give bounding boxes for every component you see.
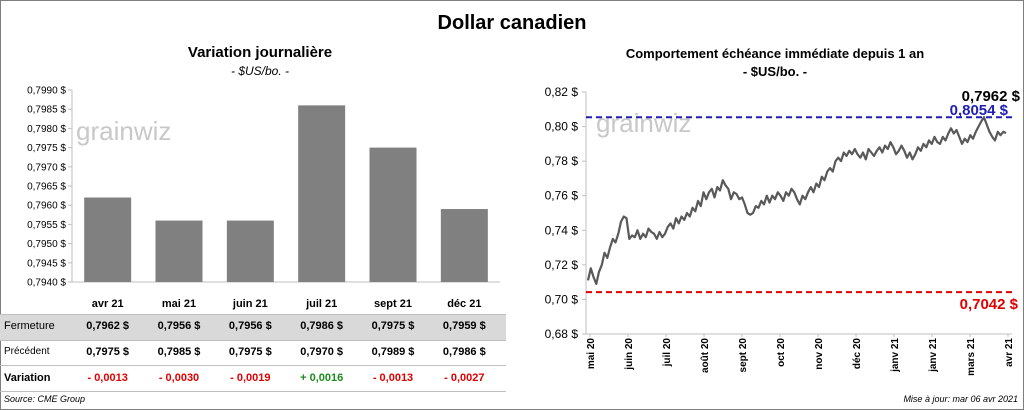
previous-value: 0,7975 $ bbox=[86, 346, 130, 358]
close-value: 0,7956 $ bbox=[157, 320, 201, 332]
x-tick-label: janv 21 bbox=[928, 338, 939, 373]
y-tick-label: 0,7950 $ bbox=[27, 239, 66, 250]
watermark-logo: grainwiz bbox=[596, 108, 691, 138]
x-category-label: mai 21 bbox=[162, 298, 196, 310]
y-tick-label: 0,76 $ bbox=[545, 189, 579, 203]
y-tick-label: 0,7970 $ bbox=[27, 162, 66, 173]
close-value: 0,7986 $ bbox=[300, 320, 344, 332]
bar-chart-title: Variation journalière bbox=[187, 44, 333, 61]
x-tick-label: déc 20 bbox=[852, 338, 863, 370]
previous-value: 0,7970 $ bbox=[300, 346, 344, 358]
bar-chart: 0,7940 $ 0,7945 $ 0,7950 $ 0,7955 $ 0,7960 $… bbox=[27, 86, 500, 310]
close-value: 0,7962 $ bbox=[86, 320, 130, 332]
close-row-band bbox=[0, 314, 506, 341]
y-tick-label: 0,7960 $ bbox=[27, 201, 66, 212]
y-tick-label: 0,7990 $ bbox=[27, 86, 66, 97]
x-category-label: juil 21 bbox=[305, 298, 337, 310]
line-chart: 0,68 $ 0,70 $ 0,72 $ 0,74 $ 0,76 $ 0,78 $ 0,80… bbox=[545, 85, 1021, 376]
x-category-label: déc 21 bbox=[447, 298, 481, 310]
x-tick-label: juin 20 bbox=[624, 338, 635, 371]
variation-value: - 0,0013 bbox=[87, 372, 128, 384]
previous-value: 0,7975 $ bbox=[228, 346, 272, 358]
y-tick-label: 0,80 $ bbox=[545, 120, 579, 134]
low-value-label: 0,7042 $ bbox=[960, 296, 1019, 313]
bar bbox=[155, 220, 203, 282]
x-tick-label: juil 20 bbox=[662, 338, 673, 368]
x-tick-label: mars 21 bbox=[966, 338, 977, 376]
previous-value: 0,7986 $ bbox=[442, 346, 486, 358]
y-tick-label: 0,68 $ bbox=[545, 327, 579, 341]
x-tick-label: avr 21 bbox=[1004, 338, 1015, 367]
bar bbox=[369, 147, 417, 282]
x-category-label: avr 21 bbox=[92, 298, 124, 310]
close-value: 0,7959 $ bbox=[442, 320, 486, 332]
footer-separator bbox=[0, 391, 506, 392]
close-value: 0,7956 $ bbox=[228, 320, 272, 332]
close-value: 0,7975 $ bbox=[371, 320, 415, 332]
y-tick-label: 0,7955 $ bbox=[27, 220, 66, 231]
close-row-label: Fermeture bbox=[4, 320, 55, 332]
y-tick-label: 0,70 $ bbox=[545, 292, 579, 306]
variation-value: + 0,0016 bbox=[300, 372, 344, 384]
x-tick-label: sept 20 bbox=[738, 338, 749, 373]
line-chart-title: Comportement échéance immédiate depuis 1… bbox=[625, 46, 925, 61]
y-tick-label: 0,72 $ bbox=[545, 258, 579, 272]
bar bbox=[440, 209, 488, 282]
x-tick-label: oct 20 bbox=[776, 338, 787, 367]
bar-chart-subtitle: - $US/bo. - bbox=[230, 64, 290, 78]
y-tick-label: 0,78 $ bbox=[545, 154, 579, 168]
variation-row-label: Variation bbox=[4, 372, 51, 384]
bar bbox=[84, 197, 132, 282]
x-category-label: sept 21 bbox=[374, 298, 412, 310]
bar bbox=[298, 105, 346, 282]
bar bbox=[226, 220, 274, 282]
watermark-logo: grainwiz bbox=[76, 116, 171, 146]
variation-value: - 0,0013 bbox=[372, 372, 414, 384]
previous-value: 0,7985 $ bbox=[157, 346, 201, 358]
x-tick-label: mai 20 bbox=[586, 338, 597, 370]
variation-value: - 0,0019 bbox=[230, 372, 271, 384]
line-chart-subtitle: - $US/bo. - bbox=[742, 64, 808, 79]
y-tick-label: 0,82 $ bbox=[545, 85, 579, 99]
source-note: Source: CME Group bbox=[4, 394, 86, 404]
y-tick-label: 0,7965 $ bbox=[27, 182, 66, 193]
high-value-label: 0,8054 $ bbox=[950, 102, 1009, 119]
y-tick-label: 0,7980 $ bbox=[27, 124, 66, 135]
x-tick-label: nov 20 bbox=[814, 338, 825, 370]
variation-value: - 0,0030 bbox=[158, 372, 200, 384]
x-tick-label: août 20 bbox=[700, 338, 711, 373]
main-title: Dollar canadien bbox=[437, 12, 587, 34]
y-tick-label: 0,7985 $ bbox=[27, 105, 66, 116]
update-note: Mise à jour: mar 06 avr 2021 bbox=[903, 394, 1018, 404]
y-tick-label: 0,7975 $ bbox=[27, 143, 66, 154]
last-price-label: 0,7962 $ bbox=[962, 88, 1021, 105]
x-category-label: juin 21 bbox=[232, 298, 268, 310]
variation-row-separator bbox=[0, 365, 506, 366]
previous-row-label: Précédent bbox=[4, 346, 50, 357]
x-tick-label: janv 21 bbox=[890, 338, 901, 373]
y-tick-label: 0,7945 $ bbox=[27, 258, 66, 269]
previous-value: 0,7989 $ bbox=[371, 346, 415, 358]
y-tick-label: 0,7940 $ bbox=[27, 278, 66, 289]
variation-value: - 0,0027 bbox=[444, 372, 485, 384]
y-tick-label: 0,74 $ bbox=[545, 223, 579, 237]
price-series-line bbox=[586, 116, 1007, 285]
